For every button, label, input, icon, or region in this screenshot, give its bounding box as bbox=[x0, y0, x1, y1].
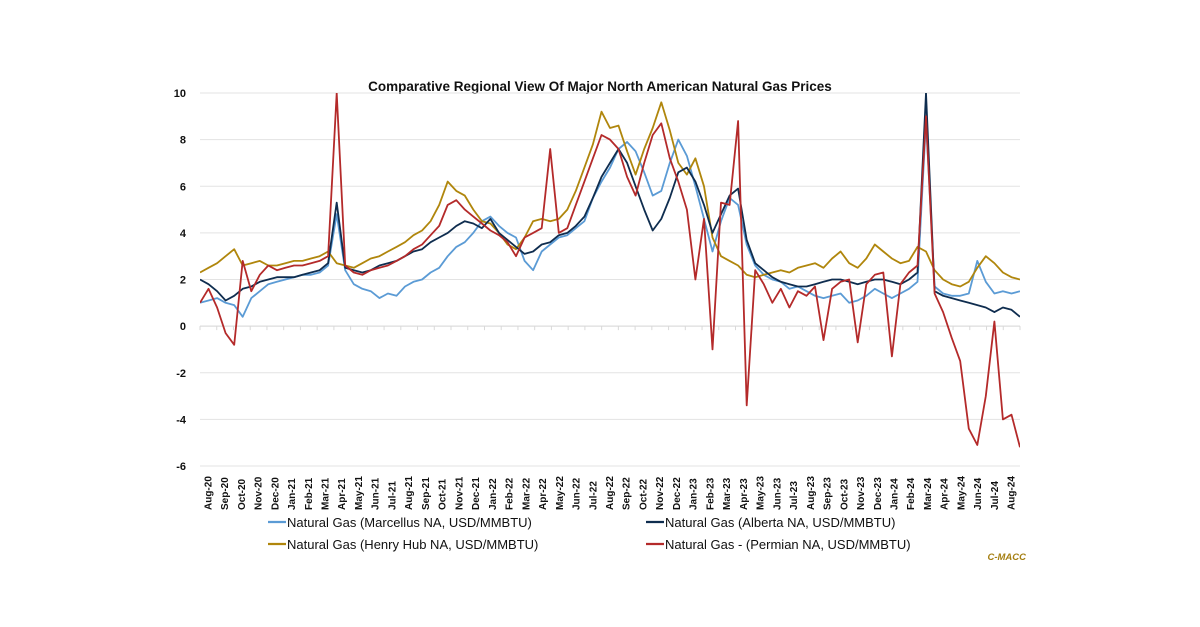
x-tick-label: Nov-21 bbox=[454, 476, 465, 510]
legend-label-henry-hub: Natural Gas (Henry Hub NA, USD/MMBTU) bbox=[287, 537, 538, 552]
x-tick-label: Dec-23 bbox=[873, 477, 884, 510]
y-tick-label: -6 bbox=[176, 461, 186, 473]
y-tick-label: 4 bbox=[180, 228, 187, 240]
legend-label-permian: Natural Gas - (Permian NA, USD/MMBTU) bbox=[665, 537, 911, 552]
x-tick-label: Aug-23 bbox=[806, 476, 817, 510]
x-tick-label: May-21 bbox=[354, 476, 365, 510]
x-tick-label: Sep-21 bbox=[421, 477, 432, 510]
chart-title: Comparative Regional View Of Major North… bbox=[368, 79, 832, 94]
legend-label-marcellus: Natural Gas (Marcellus NA, USD/MMBTU) bbox=[287, 515, 532, 530]
x-tick-label: Jul-22 bbox=[588, 481, 599, 510]
x-tick-label: Apr-24 bbox=[940, 478, 951, 510]
legend-item-alberta[interactable]: Natural Gas (Alberta NA, USD/MMBTU) bbox=[646, 515, 895, 530]
x-tick-label: Jul-23 bbox=[789, 481, 800, 510]
x-tick-label: Jun-24 bbox=[973, 477, 984, 510]
series-line-permian bbox=[200, 93, 1020, 448]
x-tick-label: Jun-21 bbox=[371, 477, 382, 510]
x-tick-label: Jul-21 bbox=[387, 481, 398, 510]
x-tick-label: Aug-20 bbox=[203, 476, 214, 510]
x-tick-label: May-23 bbox=[756, 476, 767, 510]
x-tick-label: Sep-22 bbox=[622, 477, 633, 510]
x-tick-label: Oct-23 bbox=[839, 478, 850, 510]
x-tick-label: Dec-22 bbox=[672, 477, 683, 510]
y-tick-label: -4 bbox=[176, 414, 187, 426]
gridlines bbox=[200, 92, 1020, 467]
x-tick-label: Aug-21 bbox=[404, 476, 415, 510]
x-tick-label: Feb-23 bbox=[705, 477, 716, 510]
x-tick-label: Nov-22 bbox=[655, 476, 666, 510]
x-tick-label: Feb-21 bbox=[304, 477, 315, 510]
legend: Natural Gas (Marcellus NA, USD/MMBTU) Na… bbox=[268, 515, 911, 552]
legend-item-permian[interactable]: Natural Gas - (Permian NA, USD/MMBTU) bbox=[646, 537, 911, 552]
x-tick-label: Apr-21 bbox=[337, 478, 348, 510]
plot-area bbox=[200, 93, 1020, 448]
x-tick-label: Jan-22 bbox=[488, 478, 499, 510]
y-tick-label: 0 bbox=[180, 321, 186, 333]
y-tick-label: -2 bbox=[176, 368, 186, 380]
x-tick-label: Dec-20 bbox=[270, 477, 281, 510]
x-tick-label: Sep-23 bbox=[823, 477, 834, 510]
x-tick-label: Apr-23 bbox=[739, 478, 750, 510]
x-tick-label: Dec-21 bbox=[471, 477, 482, 510]
y-tick-label: 6 bbox=[180, 181, 186, 193]
x-tick-label: Mar-21 bbox=[321, 477, 332, 510]
x-tick-label: Jun-23 bbox=[772, 477, 783, 510]
x-tick-label: Feb-24 bbox=[906, 477, 917, 510]
x-tick-label: Oct-21 bbox=[438, 478, 449, 510]
legend-item-henry-hub[interactable]: Natural Gas (Henry Hub NA, USD/MMBTU) bbox=[268, 537, 538, 552]
y-axis: 10 8 6 4 2 0 -2 -4 -6 bbox=[174, 88, 187, 473]
y-tick-label: 8 bbox=[180, 135, 186, 147]
x-tick-label: Nov-20 bbox=[254, 476, 265, 510]
x-tick-label: Sep-20 bbox=[220, 477, 231, 510]
series-line-marcellus bbox=[200, 120, 1020, 318]
x-tick-label: May-22 bbox=[555, 476, 566, 510]
legend-label-alberta: Natural Gas (Alberta NA, USD/MMBTU) bbox=[665, 515, 895, 530]
x-tick-label: Jun-22 bbox=[572, 477, 583, 510]
x-tick-label: Jan-23 bbox=[689, 478, 700, 510]
x-tick-label: Mar-23 bbox=[722, 477, 733, 510]
x-tick-label: Jan-24 bbox=[889, 478, 900, 510]
x-tick-label: Nov-23 bbox=[856, 476, 867, 510]
x-tick-label: Apr-22 bbox=[538, 478, 549, 510]
x-axis: Aug-20 Sep-20 Oct-20 Nov-20 Dec-20 Jan-21 Feb-… bbox=[199, 325, 1021, 510]
x-tick-label: Aug-22 bbox=[605, 476, 616, 510]
x-tick-label: Oct-20 bbox=[237, 478, 248, 510]
legend-item-marcellus[interactable]: Natural Gas (Marcellus NA, USD/MMBTU) bbox=[268, 515, 532, 530]
x-tick-label: Mar-24 bbox=[923, 477, 934, 510]
x-tick-label: Mar-22 bbox=[521, 477, 532, 510]
x-tick-label: Jan-21 bbox=[287, 478, 298, 510]
series-line-henry-hub bbox=[200, 101, 1020, 288]
x-tick-label: May-24 bbox=[956, 476, 967, 510]
x-tick-label: Feb-22 bbox=[505, 477, 516, 510]
x-tick-label: Jul-24 bbox=[990, 481, 1001, 510]
x-tick-label: Aug-24 bbox=[1007, 476, 1018, 510]
source-label: C-MACC bbox=[987, 552, 1026, 563]
x-tick-label: Oct-22 bbox=[638, 478, 649, 510]
y-tick-label: 10 bbox=[174, 88, 186, 100]
y-tick-label: 2 bbox=[180, 275, 186, 287]
